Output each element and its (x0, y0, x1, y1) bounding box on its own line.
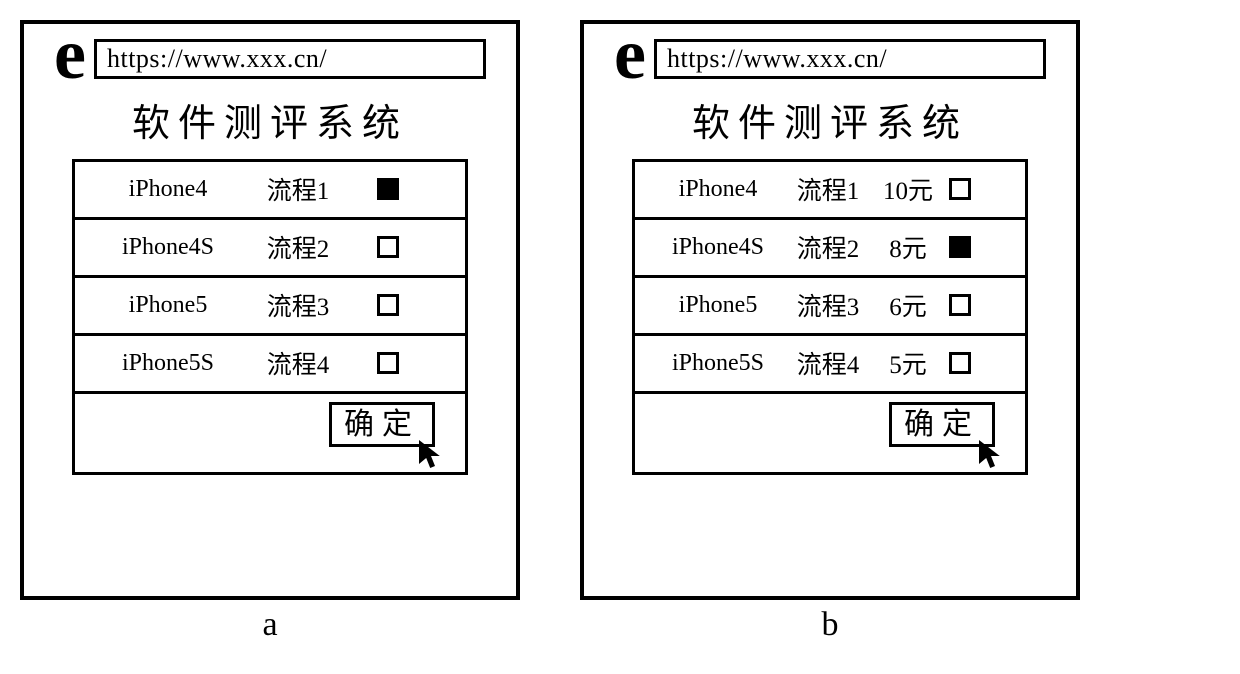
checkbox[interactable] (377, 294, 399, 316)
checkbox[interactable] (949, 352, 971, 374)
table-row[interactable]: iPhone4S流程2 (75, 220, 465, 278)
flow-label: 流程1 (783, 171, 873, 207)
flow-label: 流程3 (243, 287, 353, 323)
table-row[interactable]: iPhone4流程110元 (635, 162, 1025, 220)
confirm-row: 确定 (635, 394, 1025, 472)
table-row[interactable]: iPhone5S流程45元 (635, 336, 1025, 394)
flow-label: 流程2 (243, 229, 353, 265)
checkbox-wrap (943, 178, 977, 200)
page-title: 软件测评系统 (614, 92, 1046, 147)
price-label: 5元 (873, 345, 943, 381)
checkbox-wrap (363, 178, 413, 200)
table-row[interactable]: iPhone4流程1 (75, 162, 465, 220)
device-label: iPhone5 (93, 292, 243, 319)
flow-label: 流程4 (243, 345, 353, 381)
price-label: 10元 (873, 171, 943, 207)
checkbox-wrap (363, 294, 413, 316)
checkbox[interactable] (377, 352, 399, 374)
panel-b-wrap: e https://www.xxx.cn/ 软件测评系统 iPhone4流程11… (580, 20, 1080, 644)
checkbox-wrap (943, 294, 977, 316)
device-label: iPhone5S (93, 350, 243, 377)
panel-label-a: a (262, 606, 277, 644)
panel-a-wrap: e https://www.xxx.cn/ 软件测评系统 iPhone4流程1i… (20, 20, 520, 644)
page-title: 软件测评系统 (54, 92, 486, 147)
price-label: 8元 (873, 229, 943, 265)
device-label: iPhone5 (653, 292, 783, 319)
device-list: iPhone4流程1iPhone4S流程2iPhone5流程3iPhone5S流… (72, 159, 468, 475)
flow-label: 流程3 (783, 287, 873, 323)
device-label: iPhone5S (653, 350, 783, 377)
browser-bar: e https://www.xxx.cn/ (54, 34, 486, 84)
checkbox[interactable] (377, 236, 399, 258)
table-row[interactable]: iPhone4S流程28元 (635, 220, 1025, 278)
table-row[interactable]: iPhone5S流程4 (75, 336, 465, 394)
table-row[interactable]: iPhone5流程3 (75, 278, 465, 336)
checkbox-wrap (363, 352, 413, 374)
price-label: 6元 (873, 287, 943, 323)
device-label: iPhone4 (93, 176, 243, 203)
device-list: iPhone4流程110元iPhone4S流程28元iPhone5流程36元iP… (632, 159, 1028, 475)
device-label: iPhone4S (93, 234, 243, 261)
device-label: iPhone4S (653, 234, 783, 261)
flow-label: 流程1 (243, 171, 353, 207)
checkbox[interactable] (949, 178, 971, 200)
checkbox-wrap (363, 236, 413, 258)
browser-e-icon: e (54, 26, 86, 84)
cursor-icon (967, 436, 1007, 476)
url-input[interactable]: https://www.xxx.cn/ (654, 39, 1046, 79)
panel-label-b: b (822, 606, 839, 644)
cursor-icon (407, 436, 447, 476)
confirm-row: 确定 (75, 394, 465, 472)
browser-e-icon: e (614, 26, 646, 84)
table-row[interactable]: iPhone5流程36元 (635, 278, 1025, 336)
checkbox[interactable] (949, 294, 971, 316)
url-input[interactable]: https://www.xxx.cn/ (94, 39, 486, 79)
checkbox[interactable] (377, 178, 399, 200)
checkbox[interactable] (949, 236, 971, 258)
device-label: iPhone4 (653, 176, 783, 203)
panel-b: e https://www.xxx.cn/ 软件测评系统 iPhone4流程11… (580, 20, 1080, 600)
checkbox-wrap (943, 236, 977, 258)
flow-label: 流程2 (783, 229, 873, 265)
panel-a: e https://www.xxx.cn/ 软件测评系统 iPhone4流程1i… (20, 20, 520, 600)
flow-label: 流程4 (783, 345, 873, 381)
checkbox-wrap (943, 352, 977, 374)
browser-bar: e https://www.xxx.cn/ (614, 34, 1046, 84)
